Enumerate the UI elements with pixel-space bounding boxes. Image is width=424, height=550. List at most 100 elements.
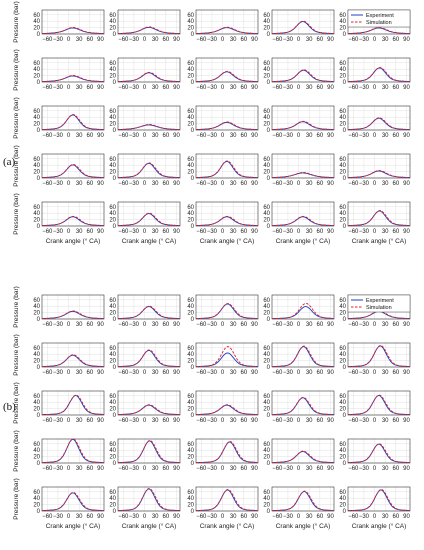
x-tick-label: 90 (403, 514, 410, 520)
x-tick-label: −30 (359, 514, 370, 520)
x-axis-label: Crank angle (° CA) (46, 522, 101, 530)
x-tick-label: −60 (42, 229, 53, 235)
x-tick-label: −60 (272, 181, 283, 187)
y-tick-label: 40 (33, 67, 40, 73)
x-tick-label: 0 (373, 133, 377, 139)
x-tick-label: 90 (97, 37, 104, 43)
y-tick-label: 40 (339, 496, 346, 502)
simulation-series-line (196, 215, 258, 226)
y-tick-label: 60 (263, 298, 270, 304)
x-tick-label: −60 (348, 466, 359, 472)
y-tick-label: 40 (187, 496, 194, 502)
x-tick-label: 30 (76, 514, 83, 520)
legend-simulation-label: Simulation (366, 305, 392, 311)
x-tick-label: 0 (297, 514, 301, 520)
x-tick-label: −60 (196, 466, 207, 472)
x-tick-label: −30 (53, 418, 64, 424)
y-tick-label: 0 (343, 80, 347, 86)
simulation-series-line (272, 215, 334, 226)
x-axis-label: Crank angle (° CA) (200, 237, 255, 245)
axes-frame (271, 153, 335, 179)
x-tick-label: 30 (230, 514, 237, 520)
simulation-series-line (196, 26, 258, 34)
x-tick-label: −60 (272, 370, 283, 376)
x-tick-label: 0 (373, 229, 377, 235)
x-tick-label: −60 (42, 418, 53, 424)
x-tick-label: 0 (221, 229, 225, 235)
y-tick-label: 0 (191, 176, 195, 182)
x-tick-label: −30 (53, 370, 64, 376)
y-tick-label: 40 (109, 163, 116, 169)
x-tick-label: −30 (53, 37, 64, 43)
axes-frame (195, 342, 259, 368)
y-tick-label: 60 (263, 13, 270, 19)
x-tick-label: 90 (327, 37, 334, 43)
y-tick-label: 40 (33, 19, 40, 25)
x-tick-label: 90 (251, 229, 258, 235)
y-tick-label: 20 (339, 455, 346, 461)
y-tick-label: 40 (339, 67, 346, 73)
y-tick-label: 0 (191, 317, 195, 323)
simulation-series-line (272, 20, 334, 34)
x-tick-label: 30 (76, 322, 83, 328)
x-tick-label: −60 (196, 85, 207, 91)
y-tick-label: 60 (339, 13, 346, 19)
x-tick-label: 60 (86, 370, 93, 376)
y-tick-label: 60 (263, 205, 270, 211)
x-tick-label: 30 (230, 370, 237, 376)
y-tick-label: 60 (33, 346, 40, 352)
axes-frame (347, 201, 411, 227)
y-tick-label: 60 (187, 61, 194, 67)
y-tick-label: 60 (187, 490, 194, 496)
y-tick-label: 20 (263, 74, 270, 80)
x-tick-label: −30 (129, 466, 140, 472)
x-tick-label: 0 (297, 418, 301, 424)
y-axis-label: Pressure (bar) (13, 1, 20, 43)
x-tick-label: −30 (359, 85, 370, 91)
axes-frame (271, 105, 335, 131)
x-tick-label: 60 (392, 85, 399, 91)
x-tick-label: −30 (53, 514, 64, 520)
y-tick-label: 20 (33, 503, 40, 509)
y-tick-label: 60 (339, 109, 346, 115)
x-tick-label: 30 (152, 181, 159, 187)
axes-frame (117, 153, 181, 179)
x-tick-label: −60 (118, 133, 129, 139)
x-tick-label: 60 (392, 229, 399, 235)
y-tick-label: 0 (191, 32, 195, 38)
x-tick-label: 30 (306, 514, 313, 520)
y-tick-label: 0 (267, 32, 271, 38)
x-tick-label: 30 (382, 229, 389, 235)
x-tick-label: 0 (221, 466, 225, 472)
axes-frame (41, 390, 105, 416)
x-tick-label: 30 (152, 418, 159, 424)
x-tick-label: 60 (162, 133, 169, 139)
y-tick-label: 40 (109, 448, 116, 454)
y-tick-label: 60 (109, 298, 116, 304)
y-tick-label: 60 (33, 298, 40, 304)
y-axis-label: Pressure (bar) (13, 430, 20, 472)
y-tick-label: 20 (263, 170, 270, 176)
y-tick-label: 40 (187, 115, 194, 121)
y-tick-label: 0 (37, 176, 41, 182)
y-tick-label: 0 (343, 32, 347, 38)
x-tick-label: 90 (327, 514, 334, 520)
y-tick-label: 20 (109, 455, 116, 461)
x-tick-label: −60 (272, 85, 283, 91)
axes-frame (41, 486, 105, 512)
simulation-series-line (42, 75, 104, 82)
y-tick-label: 40 (263, 448, 270, 454)
y-tick-label: 20 (33, 359, 40, 365)
y-tick-label: 20 (187, 26, 194, 32)
x-tick-label: 60 (86, 466, 93, 472)
x-tick-label: 60 (162, 229, 169, 235)
experiment-series-line (348, 345, 410, 367)
x-tick-label: −60 (196, 418, 207, 424)
x-tick-label: 30 (152, 85, 159, 91)
